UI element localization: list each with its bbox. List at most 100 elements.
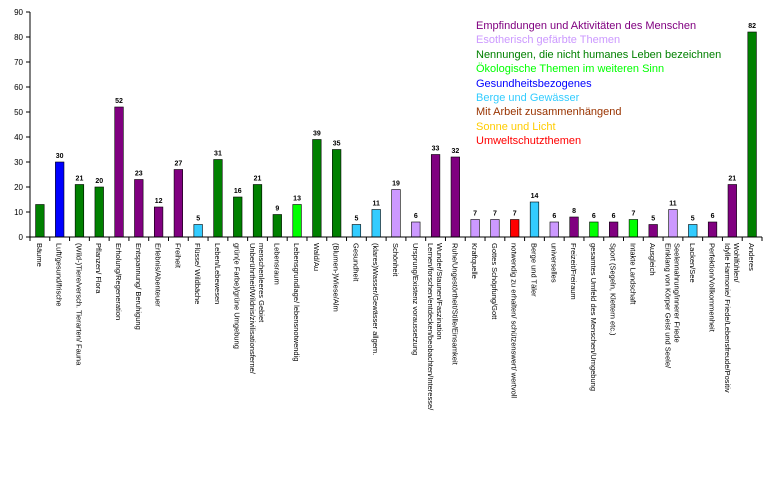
data-label: 39 xyxy=(313,131,321,138)
bar xyxy=(411,221,421,238)
category-label: Unberührtheit/Wildnis/zivilisationsferne… xyxy=(248,243,266,375)
category-label: Ruhe/Ungestörtheit/Stille/Einsamkeit xyxy=(450,243,459,366)
data-label: 8 xyxy=(572,208,576,215)
y-tick-label: 40 xyxy=(14,133,23,142)
data-label: 5 xyxy=(196,216,200,223)
data-label: 5 xyxy=(691,216,695,223)
category-label: Schönheit xyxy=(391,243,400,277)
data-label: 19 xyxy=(392,181,400,188)
bar xyxy=(470,219,480,238)
data-label: 7 xyxy=(513,211,517,218)
data-label: 6 xyxy=(711,213,715,220)
category-label: Sport (Segeln, Klettern etc.) xyxy=(609,243,618,336)
bar xyxy=(55,161,65,238)
legend-entry: Esotherisch gefärbte Themen xyxy=(476,34,621,47)
category-label: Entspannung/ Beruhigung xyxy=(134,243,143,330)
category-label: Pflanzen/ Flora xyxy=(94,243,103,294)
data-label: 12 xyxy=(155,198,163,205)
data-label: 33 xyxy=(432,146,440,153)
category-label: universelles xyxy=(549,243,558,283)
bar xyxy=(173,169,183,238)
data-label: 5 xyxy=(651,216,655,223)
legend-entry: Ökologische Themen im weiteren Sinn xyxy=(476,63,665,76)
bar xyxy=(292,204,302,238)
category-label: Lacken/See xyxy=(688,243,697,283)
bar xyxy=(450,156,460,238)
bar xyxy=(252,184,263,238)
data-label: 23 xyxy=(135,171,143,178)
category-label: notwendig zu erhalten/ schützenswert/ we… xyxy=(510,243,519,398)
category-label: Freiheit xyxy=(173,243,182,269)
data-label: 27 xyxy=(174,161,182,168)
data-label: 6 xyxy=(592,213,596,220)
bar xyxy=(529,201,540,238)
category-label: Freizeit/Freiraum xyxy=(569,243,578,300)
category-label: Flüsse/ Wildbäche xyxy=(193,243,202,304)
legend-entry: Empfindungen und Aktivitäten des Mensche… xyxy=(476,20,697,32)
data-label: 11 xyxy=(669,201,677,208)
data-label: 31 xyxy=(214,151,222,158)
bar xyxy=(628,219,639,238)
bar xyxy=(233,196,243,238)
category-label: Idylle Harmonie/ Friede/Lebensfreude/Pos… xyxy=(723,243,741,393)
bar xyxy=(351,224,362,238)
bar xyxy=(114,106,124,238)
category-label: Ursprung/Existenz voraussetzung xyxy=(411,243,420,355)
category-label: (klares)Wasser/Gewässer allgem. xyxy=(371,243,380,355)
data-label: 5 xyxy=(354,216,358,223)
bar xyxy=(430,154,441,238)
bar xyxy=(609,221,619,238)
y-tick-label: 90 xyxy=(14,8,23,17)
bar xyxy=(332,149,342,238)
category-label: Gottes Schöpfung/Gott xyxy=(490,243,499,320)
data-label: 11 xyxy=(373,201,381,208)
bar xyxy=(549,221,559,238)
data-label: 16 xyxy=(234,188,242,195)
bar xyxy=(688,224,698,238)
y-tick-label: 80 xyxy=(14,33,23,42)
bar xyxy=(35,204,45,238)
bar xyxy=(510,219,520,238)
category-label: Berge und Täler xyxy=(529,243,538,297)
category-label: Erholung/Regeneration xyxy=(114,243,123,320)
bar xyxy=(727,184,737,238)
data-label: 82 xyxy=(748,23,756,30)
legend-entry: Nennungen, die nicht humanes Leben bezei… xyxy=(476,48,722,61)
bar xyxy=(193,224,203,238)
y-tick-label: 50 xyxy=(14,108,23,117)
category-label: Wald/Au xyxy=(312,243,321,271)
legend-entry: Sonne und Licht xyxy=(476,120,556,133)
y-tick-label: 60 xyxy=(14,83,23,92)
data-label: 13 xyxy=(293,196,301,203)
bar xyxy=(94,186,104,238)
legend: Empfindungen und Aktivitäten des Mensche… xyxy=(476,19,744,149)
category-label: Lebensraum xyxy=(272,243,281,285)
data-label: 9 xyxy=(275,206,279,213)
bar xyxy=(589,221,599,238)
data-label: 7 xyxy=(631,211,635,218)
data-labels: 30 21 20 52 23 12 27 5 31 16 21 9 13 39 35 5 11 19 6 33 32 7 7… xyxy=(56,23,756,223)
bar xyxy=(134,179,144,238)
category-label: Erlebnis/Abenteuer xyxy=(154,243,163,307)
bar xyxy=(74,184,85,238)
category-label: Kraftquelle xyxy=(470,243,479,279)
y-tick-label: 70 xyxy=(14,58,23,67)
category-label: Lebensgrundlage/ lebensnotwendig xyxy=(292,243,301,361)
bar xyxy=(648,224,658,238)
category-label: gesamtes Umfeld des Menschen/Umgebung xyxy=(589,243,598,391)
legend-entry: Gesundheitsbezogenes xyxy=(476,77,592,90)
category-label: Leben/Lebewesen xyxy=(213,243,222,304)
category-label: Ausgleich xyxy=(648,243,657,276)
category-label: Bäume xyxy=(35,243,44,267)
legend-entry: Berge und Gewässer xyxy=(476,92,580,105)
data-label: 7 xyxy=(493,211,497,218)
data-label: 20 xyxy=(95,178,103,185)
data-label: 30 xyxy=(56,153,64,160)
data-label: 14 xyxy=(531,193,539,200)
bars xyxy=(35,31,757,238)
data-label: 7 xyxy=(473,211,477,218)
bar xyxy=(707,221,718,238)
axes: 0 10 20 30 40 50 60 70 80 90 xyxy=(14,8,763,242)
bar xyxy=(371,209,381,238)
